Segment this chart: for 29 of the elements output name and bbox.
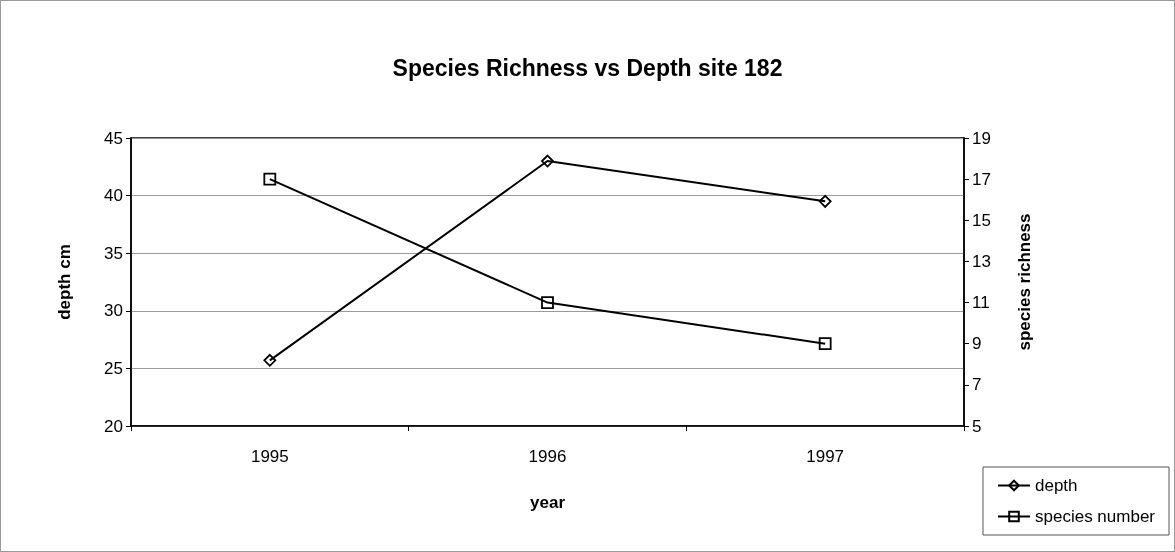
y-tick-label: 40 [104, 186, 123, 206]
point [541, 154, 554, 168]
y-tick-label: 25 [104, 358, 123, 378]
y2-tick-label: 19 [972, 128, 991, 148]
point [818, 194, 832, 208]
x-tick-label: 1997 [806, 447, 845, 466]
point [263, 353, 277, 367]
point [541, 296, 554, 309]
y2-axis-title: species richness [1015, 213, 1034, 351]
y-axis-title: depth cm [55, 244, 74, 320]
y-tick-label: 45 [104, 128, 123, 148]
point [263, 172, 277, 186]
y2-tick-label: 15 [972, 210, 991, 230]
y2-tick-label: 13 [972, 251, 991, 271]
point [818, 337, 832, 351]
legend-label: species number [1035, 507, 1156, 526]
y2-tick-label: 17 [972, 169, 991, 189]
y2-tick-label: 9 [972, 334, 982, 354]
chart-title: Species Richness vs Depth site 182 [392, 54, 783, 81]
y-tick-label: 20 [104, 416, 123, 436]
x-tick-label: 1996 [528, 447, 567, 466]
x-tick-label: 1995 [250, 447, 289, 466]
y2-tick-label: 7 [972, 375, 982, 395]
x-axis-title: year [530, 493, 566, 512]
legend-label: depth [1035, 476, 1078, 495]
y-tick-label: 35 [104, 243, 123, 263]
y-tick-label: 30 [104, 301, 123, 321]
y2-tick-label: 11 [972, 293, 990, 313]
y2-tick-label: 5 [972, 416, 982, 436]
